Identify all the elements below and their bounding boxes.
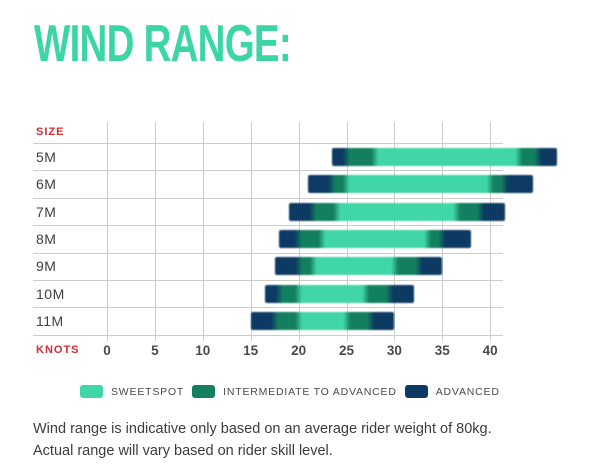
wind-range-bar-6m (308, 175, 534, 194)
gridline-horizontal (33, 252, 503, 254)
gridline-horizontal (33, 143, 503, 144)
gridline-horizontal (33, 225, 503, 227)
legend-label-intermediate: INTERMEDIATE TO ADVANCED (223, 385, 397, 398)
knots-axis-label: KNOTS (36, 344, 80, 356)
wind-range-bar-5m (332, 147, 558, 166)
wind-range-bar-10m (265, 284, 414, 303)
row-label-5m: 5M (36, 148, 57, 165)
wind-range-bar-7m (289, 202, 505, 221)
tick-label-35: 35 (434, 343, 450, 358)
wind-range-bar-11m (250, 312, 395, 331)
gridline-vertical-0 (107, 122, 108, 342)
footer-note-line1: Wind range is indicative only based on a… (33, 421, 492, 437)
row-label-11m: 11M (36, 313, 64, 330)
legend-swatch-advanced (404, 385, 428, 398)
row-label-9m: 9M (36, 258, 57, 275)
legend-label-sweetspot: SWEETSPOT (111, 385, 185, 398)
tick-label-0: 0 (103, 343, 111, 358)
tick-label-5: 5 (151, 343, 159, 358)
gridline-horizontal (33, 280, 503, 281)
tick-label-10: 10 (195, 343, 211, 358)
tick-label-15: 15 (243, 343, 259, 358)
row-label-7m: 7M (36, 203, 57, 220)
legend-item-sweetspot: SWEETSPOT (80, 385, 184, 398)
legend-swatch-intermediate (192, 385, 216, 398)
footer-note: Wind range is indicative only based on a… (33, 418, 593, 462)
legend: SWEETSPOT INTERMEDIATE TO ADVANCED ADVANCE… (80, 385, 500, 398)
gridline-vertical-10 (202, 122, 204, 342)
gridline-horizontal (33, 170, 503, 172)
legend-item-advanced: ADVANCED (404, 385, 500, 398)
page-title: WIND RANGE: (34, 15, 292, 73)
size-axis-header: SIZE (36, 126, 65, 138)
gridline-vertical-5 (154, 122, 156, 342)
footer-note-line2: Actual range will vary based on rider sk… (33, 443, 333, 459)
gridline-horizontal (33, 334, 503, 336)
tick-label-30: 30 (386, 343, 402, 358)
gridline-horizontal (33, 197, 503, 199)
wind-range-bar-9m (274, 257, 443, 276)
wind-range-bar-8m (279, 229, 472, 248)
legend-label-advanced: ADVANCED (435, 385, 500, 398)
tick-label-25: 25 (338, 343, 355, 358)
legend-swatch-sweetspot (80, 385, 103, 398)
gridline-horizontal (33, 307, 503, 309)
gridline-vertical-15 (250, 122, 252, 342)
row-label-8m: 8M (36, 230, 57, 247)
gridline-vertical-40 (490, 122, 492, 342)
tick-label-20: 20 (291, 343, 307, 358)
legend-item-intermediate: INTERMEDIATE TO ADVANCED (192, 385, 397, 398)
tick-label-40: 40 (482, 343, 498, 358)
row-label-6m: 6M (36, 176, 57, 193)
row-label-10m: 10M (36, 285, 65, 302)
